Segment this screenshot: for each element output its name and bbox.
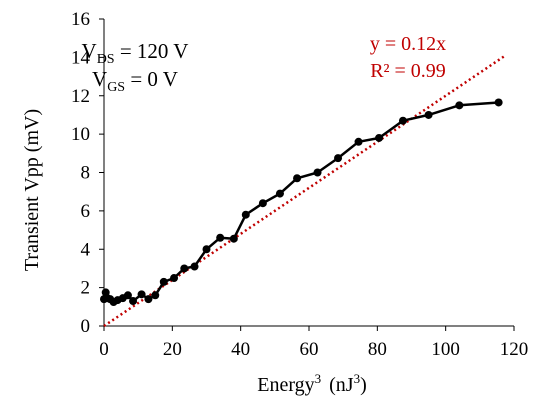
data-point [494, 98, 503, 107]
y-tick-label: 10 [71, 124, 90, 145]
y-tick-labels: 0 2 4 6 8 10 12 14 16 [71, 9, 91, 337]
data-point [180, 264, 189, 273]
trendline-equation: y = 0.12x [370, 33, 446, 55]
y-tick-label: 4 [81, 239, 91, 260]
vgs-main: V [92, 67, 107, 91]
x-tick-label: 120 [500, 339, 529, 360]
data-point [334, 154, 343, 163]
y-tick-label: 16 [71, 9, 90, 30]
vgs-sub: GS [107, 80, 125, 95]
vgs-rest: = 0 V [125, 67, 178, 91]
data-point [151, 291, 160, 300]
x-axis-title: Energy3 (nJ3) [257, 371, 367, 396]
data-point [216, 233, 225, 242]
x-tick-label: 60 [300, 339, 319, 360]
data-point [293, 174, 302, 183]
data-point [375, 133, 384, 142]
data-point [159, 277, 168, 286]
y-axis-title: Transient Vpp (mV) [21, 109, 43, 271]
data-point [190, 262, 199, 271]
trendline-r2: R² = 0.99 [370, 60, 446, 82]
data-point [455, 101, 464, 110]
x-axis-title-unit-sup: 3 [354, 371, 361, 386]
x-tick-label: 20 [163, 339, 182, 360]
y-tick-label: 14 [71, 47, 91, 68]
x-axis-title-unit-post: ) [360, 374, 367, 396]
data-point [129, 297, 138, 306]
y-tick-label: 12 [71, 86, 90, 107]
data-point [398, 116, 407, 125]
vds-main: V [82, 39, 97, 63]
x-axis-title-sup: 3 [315, 371, 322, 386]
vgs-annotation: VGS = 0 V [92, 67, 178, 95]
series-line [102, 101, 499, 304]
y-tick-label: 6 [81, 201, 91, 222]
data-point [144, 295, 153, 304]
y-tick-label: 2 [81, 278, 91, 299]
axes [99, 18, 515, 331]
data-point [170, 274, 179, 283]
x-tick-labels: 0 20 40 60 80 100 120 [99, 339, 528, 360]
data-point [123, 291, 132, 300]
series-points [100, 98, 503, 307]
x-tick-label: 80 [368, 339, 387, 360]
data-point [275, 189, 284, 198]
y-tick-label: 0 [81, 316, 91, 337]
data-point [258, 199, 267, 208]
y-ticks [99, 18, 104, 327]
x-tick-label: 0 [99, 339, 109, 360]
x-tick-label: 100 [431, 339, 460, 360]
data-point [229, 234, 238, 243]
y-tick-label: 8 [81, 163, 91, 184]
data-point [202, 245, 211, 254]
trendline [103, 54, 507, 328]
x-ticks [103, 326, 515, 331]
data-point [424, 110, 433, 119]
x-axis-title-base: Energy [257, 374, 314, 396]
data-point [241, 210, 250, 219]
vds-rest: = 120 V [115, 39, 189, 63]
data-point [137, 290, 146, 299]
x-tick-label: 40 [231, 339, 250, 360]
data-point [313, 168, 322, 177]
vds-sub: DS [97, 52, 115, 67]
data-point [354, 137, 363, 146]
x-axis-title-unit-pre: (nJ [329, 374, 354, 396]
vds-annotation: VDS = 120 V [82, 39, 189, 67]
